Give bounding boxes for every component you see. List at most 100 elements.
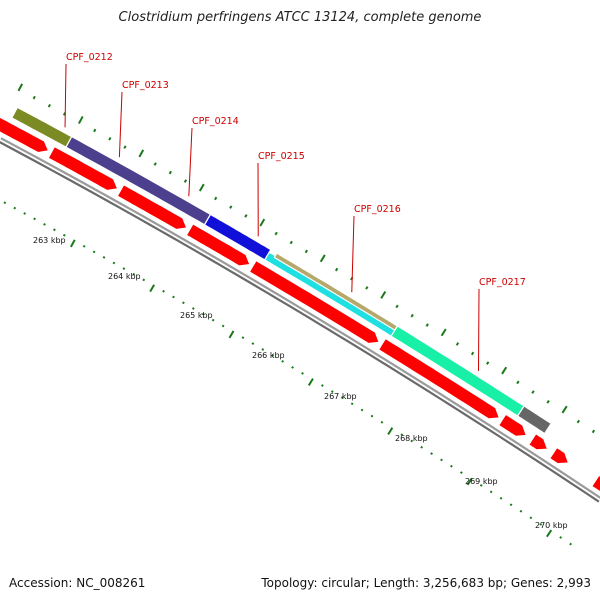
- gene-label-g0215: CPF_0215: [258, 151, 305, 162]
- tick-mark: [32, 95, 36, 100]
- position-dot: [102, 256, 106, 259]
- position-dot: [261, 348, 265, 351]
- tick-mark: [395, 304, 399, 309]
- callout-line: [351, 215, 355, 293]
- tick-mark: [304, 249, 308, 254]
- position-dot: [43, 222, 46, 226]
- position-dot: [23, 212, 27, 215]
- position-dot: [112, 261, 116, 265]
- position-dot: [307, 378, 314, 386]
- tick-mark: [319, 254, 326, 263]
- cds-arrow: [549, 446, 570, 465]
- tick-mark: [17, 83, 24, 92]
- position-dot: [559, 536, 563, 539]
- tick-mark: [198, 183, 205, 192]
- tick-mark: [516, 380, 520, 385]
- gene-bar-g0213: [65, 135, 212, 226]
- callout-line: [188, 127, 193, 197]
- position-dot: [380, 420, 384, 424]
- position-dot: [149, 284, 156, 293]
- tick-mark: [259, 218, 266, 227]
- position-dot: [122, 267, 126, 270]
- position-dot: [410, 439, 414, 443]
- kbp-label: 263 kbp: [33, 236, 66, 245]
- tick-mark: [168, 170, 172, 175]
- position-dot: [546, 529, 553, 538]
- position-dot: [440, 458, 443, 462]
- position-dot: [466, 477, 473, 486]
- kbp-label: 265 kbp: [180, 311, 213, 320]
- callout-line: [64, 63, 67, 128]
- kbp-label: 266 kbp: [252, 351, 285, 360]
- tick-mark: [440, 328, 447, 337]
- cds-arrow: [528, 433, 549, 451]
- gene-label-g0213: CPF_0213: [122, 80, 169, 91]
- tick-mark: [334, 267, 339, 272]
- position-dot: [291, 366, 294, 369]
- gene-label-g0216: CPF_0216: [354, 204, 401, 215]
- position-dot: [228, 330, 235, 339]
- gene-label-g0217: CPF_0217: [479, 277, 526, 288]
- tick-mark: [93, 128, 97, 133]
- tick-mark: [591, 429, 596, 434]
- map-title: Clostridium perfringens ATCC 13124, comp…: [118, 10, 482, 25]
- position-dot: [569, 542, 572, 546]
- position-dot: [489, 490, 493, 494]
- position-dot: [182, 301, 185, 305]
- tick-mark: [244, 214, 248, 218]
- tick-mark: [47, 103, 51, 108]
- tick-marks: [17, 83, 596, 434]
- cds-arrow: [498, 413, 527, 437]
- tick-mark: [214, 196, 218, 201]
- accession-text: Accession: NC_008261: [9, 576, 146, 590]
- cds-arrow: [591, 474, 600, 493]
- position-dot: [519, 509, 523, 513]
- cds-arrow: [185, 223, 251, 267]
- position-dot: [172, 295, 175, 299]
- position-dot: [370, 414, 374, 418]
- tick-mark: [455, 342, 460, 346]
- position-dot: [430, 452, 433, 455]
- kbp-label: 264 kbp: [108, 272, 141, 281]
- tick-mark: [470, 351, 475, 356]
- position-dot: [360, 408, 364, 412]
- tick-mark: [289, 240, 293, 245]
- position-dot: [142, 278, 146, 282]
- kbp-label: 270 kbp: [535, 521, 568, 530]
- position-dot: [92, 250, 96, 254]
- position-dot: [509, 503, 513, 507]
- backbone-line: [0, 137, 600, 499]
- tick-mark: [78, 115, 84, 124]
- position-dot: [387, 427, 394, 435]
- position-dot: [251, 342, 255, 345]
- gene-bar-g0215: [263, 251, 397, 338]
- position-dot: [62, 233, 66, 237]
- genome-backbone: [0, 137, 600, 503]
- position-dot: [221, 324, 225, 328]
- gene-label-g0214: CPF_0214: [192, 116, 239, 127]
- callout-line: [118, 91, 123, 158]
- tick-mark: [153, 162, 157, 166]
- position-dot: [320, 384, 324, 387]
- position-dot: [529, 516, 533, 520]
- tick-mark: [365, 286, 369, 290]
- cds-arrow: [378, 337, 500, 420]
- position-dot: [132, 272, 136, 276]
- position-dot: [191, 307, 195, 310]
- position-dot: [162, 289, 165, 293]
- position-dot: [33, 217, 36, 221]
- gene-bar-g0218: [516, 405, 553, 435]
- position-dot: [281, 360, 285, 363]
- position-dot: [13, 206, 17, 210]
- position-dot: [350, 402, 354, 406]
- position-dot: [539, 522, 543, 526]
- position-dot: [301, 372, 304, 375]
- tick-mark: [546, 400, 550, 404]
- position-dot: [420, 445, 424, 449]
- cds-arrow: [0, 116, 50, 154]
- gene-callouts: CPF_0212 CPF_0213 CPF_0214 CPF_0215 CPF_0216…: [64, 52, 526, 371]
- tick-mark: [486, 361, 490, 365]
- backbone-line: [0, 141, 600, 503]
- position-dot: [459, 471, 463, 474]
